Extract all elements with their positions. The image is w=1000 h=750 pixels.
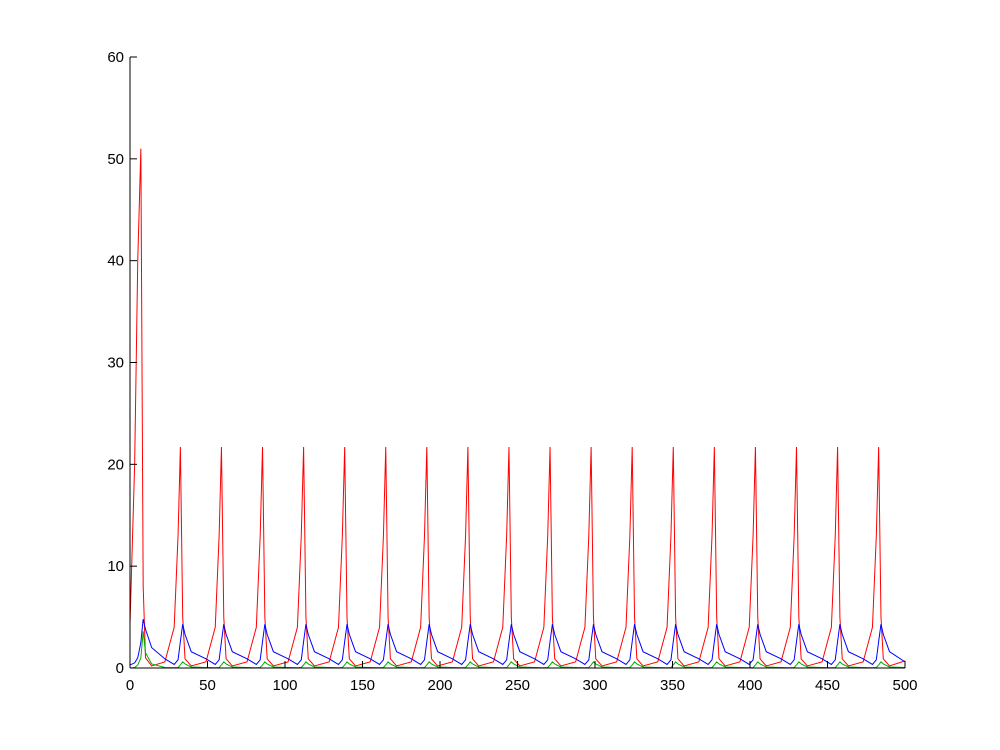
- y-tick-label: 60: [107, 49, 124, 66]
- x-tick-label: 300: [582, 677, 607, 694]
- series-line: [129, 619, 906, 666]
- x-tick-label: 150: [350, 677, 375, 694]
- x-tick-label: 0: [126, 677, 134, 694]
- x-tick-label: 500: [892, 677, 917, 694]
- y-tick-label: 20: [107, 456, 124, 473]
- x-tick-label: 200: [427, 677, 452, 694]
- y-tick-label: 40: [107, 253, 124, 270]
- series-line: [129, 148, 906, 667]
- x-tick-label: 50: [199, 677, 216, 694]
- x-tick-label: 350: [660, 677, 685, 694]
- y-tick-label: 30: [107, 355, 124, 372]
- x-tick-label: 450: [815, 677, 840, 694]
- x-tick-label: 100: [272, 677, 297, 694]
- y-tick-label: 10: [107, 558, 124, 575]
- y-tick-label: 0: [116, 660, 124, 677]
- y-tick-label: 50: [107, 151, 124, 168]
- x-tick-label: 400: [737, 677, 762, 694]
- x-tick-label: 250: [505, 677, 530, 694]
